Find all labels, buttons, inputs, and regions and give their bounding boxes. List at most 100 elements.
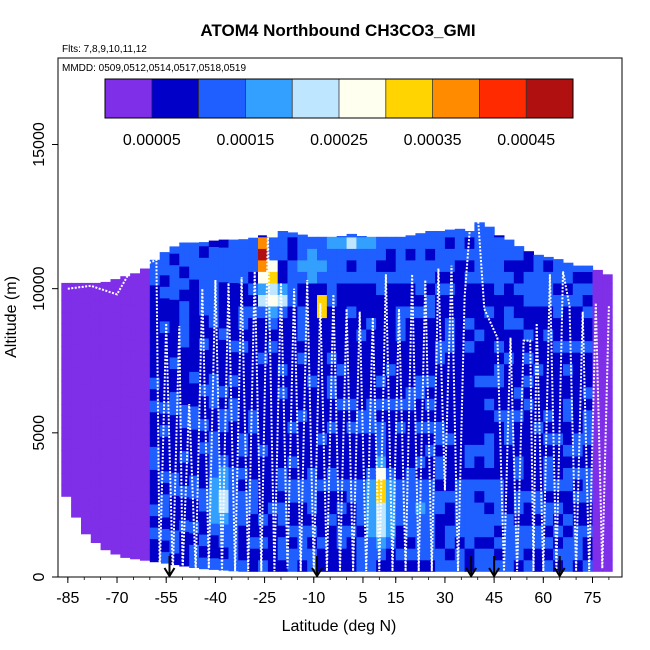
heatmap-cell	[248, 421, 259, 434]
heatmap-cell	[336, 236, 348, 238]
heatmap-cell	[543, 340, 554, 353]
heatmap-cell	[149, 365, 161, 378]
heatmap-cell	[267, 490, 279, 503]
heatmap-cell	[238, 375, 249, 388]
heatmap-cell	[140, 456, 151, 469]
heatmap-cell	[228, 455, 239, 468]
heatmap-cell	[523, 398, 534, 411]
heatmap-cell	[100, 515, 111, 528]
heatmap-cell	[71, 367, 82, 380]
heatmap-cell	[149, 342, 161, 355]
heatmap-cell	[435, 231, 446, 238]
heatmap-cell	[336, 467, 348, 480]
heatmap-cell	[553, 444, 564, 457]
heatmap-cell	[61, 334, 72, 347]
colorbar-segment	[245, 79, 293, 118]
heatmap-cell	[553, 294, 564, 307]
heatmap-cell	[385, 271, 397, 284]
heatmap-cell	[376, 329, 387, 342]
heatmap-cell	[110, 542, 121, 555]
heatmap-cell	[415, 559, 426, 572]
heatmap-cell	[474, 559, 485, 572]
heatmap-cell	[258, 271, 269, 284]
heatmap-cell	[100, 434, 111, 447]
heatmap-cell	[228, 490, 239, 503]
heatmap-cell	[592, 502, 603, 515]
heatmap-cell	[297, 421, 308, 434]
heatmap-cell	[258, 559, 269, 572]
heatmap-cell	[563, 306, 574, 319]
heatmap-cell	[523, 251, 534, 261]
x-tick-label: -85	[56, 590, 79, 607]
heatmap-cell	[317, 259, 328, 272]
heatmap-cell	[208, 269, 220, 282]
heatmap-cell	[90, 288, 102, 301]
heatmap-cell	[258, 536, 269, 549]
heatmap-cell	[444, 467, 456, 480]
heatmap-cell	[504, 329, 515, 342]
heatmap-cell	[238, 363, 249, 376]
heatmap-cell	[248, 259, 259, 272]
heatmap-cell	[543, 479, 554, 492]
heatmap-cell	[385, 259, 397, 272]
heatmap-cell	[336, 294, 348, 307]
heatmap-cell	[297, 432, 308, 445]
heatmap-cell	[179, 369, 190, 382]
heatmap-cell	[287, 502, 298, 515]
heatmap-cell	[326, 248, 338, 261]
heatmap-cell	[464, 432, 475, 445]
heatmap-cell	[228, 259, 239, 272]
heatmap-cell	[140, 514, 151, 527]
heatmap-cell	[533, 282, 544, 295]
heatmap-cell	[208, 430, 220, 443]
heatmap-cell	[100, 457, 111, 470]
heatmap-cell	[71, 436, 82, 449]
heatmap-cell	[376, 294, 387, 307]
heatmap-cell	[444, 548, 456, 561]
heatmap-cell	[71, 286, 82, 299]
heatmap-cell	[336, 398, 348, 411]
heatmap-cell	[366, 502, 377, 515]
heatmap-cell	[71, 470, 82, 483]
heatmap-cell	[376, 398, 387, 411]
heatmap-cell	[326, 340, 338, 353]
heatmap-cell	[376, 282, 387, 295]
heatmap-cell	[385, 306, 397, 319]
heatmap-cell	[464, 559, 475, 572]
heatmap-cell	[238, 306, 249, 319]
heatmap-cell	[130, 512, 141, 525]
heatmap-cell	[277, 559, 289, 572]
dates-note: MMDD: 0509,0512,0514,0517,0518,0519	[62, 63, 246, 74]
heatmap-cell	[110, 530, 121, 543]
heatmap-cell	[277, 479, 289, 492]
heatmap-cell	[444, 259, 456, 272]
heatmap-cell	[523, 317, 534, 330]
heatmap-cell	[238, 513, 249, 526]
heatmap-cell	[395, 559, 407, 572]
heatmap-cell	[238, 467, 249, 480]
heatmap-cell	[179, 254, 190, 267]
heatmap-cell	[267, 271, 279, 284]
heatmap-cell	[484, 363, 495, 376]
heatmap-cell	[218, 327, 230, 340]
heatmap-cell	[405, 306, 416, 319]
heatmap-cell	[140, 341, 151, 354]
heatmap-cell	[336, 421, 348, 434]
heatmap-cell	[120, 303, 131, 316]
heatmap-cell	[110, 323, 121, 336]
heatmap-cell	[110, 484, 121, 497]
heatmap-cell	[553, 282, 564, 295]
heatmap-cell	[81, 441, 92, 454]
x-axis: -85 -70 -55 -40 -25 -10 5 15 30 45 60 75	[56, 577, 610, 607]
heatmap-cell	[346, 375, 357, 388]
heatmap-cell	[543, 559, 554, 572]
heatmap-cell	[533, 352, 544, 365]
heatmap-cell	[533, 317, 544, 330]
heatmap-cell	[267, 398, 279, 411]
heatmap-cell	[120, 326, 131, 339]
heatmap-cell	[454, 306, 466, 319]
heatmap-cell	[110, 334, 121, 347]
heatmap-cell	[159, 252, 171, 264]
heatmap-cell	[444, 444, 456, 457]
heatmap-cell	[61, 380, 72, 393]
